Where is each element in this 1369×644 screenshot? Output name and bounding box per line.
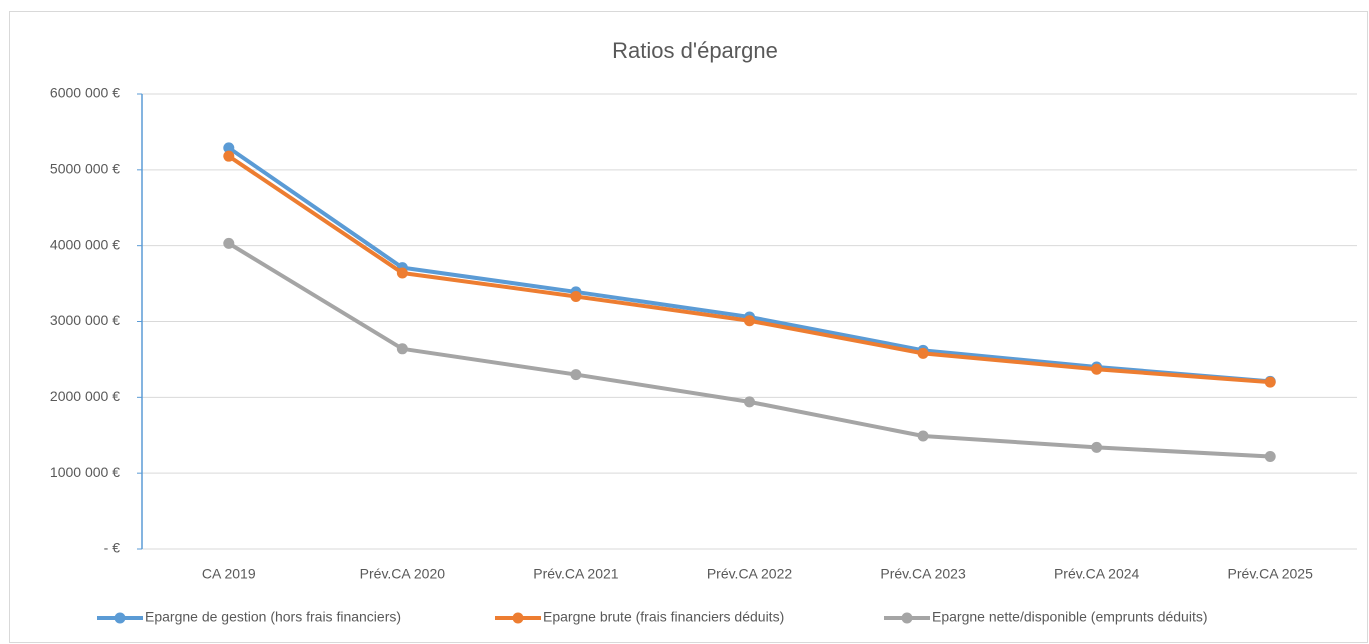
y-tick-label: - €	[104, 540, 121, 556]
point	[917, 430, 929, 442]
legend-label: Epargne nette/disponible (emprunts dédui…	[932, 609, 1208, 625]
x-tick-label: Prév.CA 2021	[533, 566, 619, 582]
point	[223, 150, 235, 162]
x-tick-label: Prév.CA 2022	[707, 566, 793, 582]
chart-border	[9, 11, 1368, 643]
legend-marker	[512, 612, 524, 624]
y-tick-label: 2000 000 €	[50, 388, 120, 404]
x-tick-label: Prév.CA 2020	[360, 566, 446, 582]
legend-marker	[901, 612, 913, 624]
y-tick-label: 6000 000 €	[50, 85, 120, 101]
legend-label: Epargne de gestion (hors frais financier…	[145, 609, 401, 625]
x-tick-label: Prév.CA 2024	[1054, 566, 1140, 582]
point	[1091, 363, 1103, 375]
point	[744, 315, 755, 327]
x-tick-label: CA 2019	[202, 566, 256, 582]
x-tick-label: Prév.CA 2025	[1228, 566, 1314, 582]
point	[917, 347, 929, 359]
point	[396, 267, 408, 279]
point	[223, 142, 235, 154]
point	[396, 343, 408, 355]
point	[570, 369, 582, 381]
y-tick-label: 4000 000 €	[50, 236, 120, 252]
point	[1264, 376, 1276, 388]
y-tick-label: 3000 000 €	[50, 312, 120, 328]
point	[223, 237, 235, 249]
chart-title: Ratios d'épargne	[612, 38, 778, 63]
point	[744, 396, 755, 408]
y-tick-label: 1000 000 €	[50, 464, 120, 480]
legend-label: Epargne brute (frais financiers déduits)	[543, 609, 784, 625]
point	[570, 290, 582, 302]
x-tick-label: Prév.CA 2023	[880, 566, 966, 582]
legend-marker	[114, 612, 126, 624]
point	[1091, 441, 1103, 453]
y-tick-label: 5000 000 €	[50, 161, 120, 177]
point	[1264, 450, 1276, 462]
